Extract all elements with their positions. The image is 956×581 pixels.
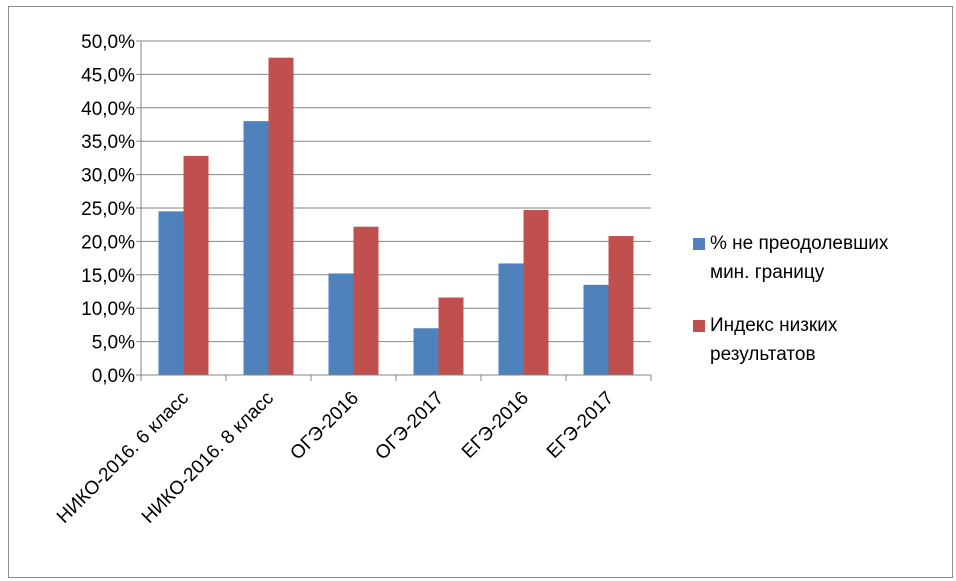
y-tick-label-9: 45,0% [81,65,135,86]
bar-series-2-cat-2 [268,57,294,375]
y-tick-label-7: 35,0% [81,132,135,153]
bars [158,57,634,375]
y-tick-label-1: 5,0% [92,333,135,354]
y-tick-label-6: 30,0% [81,166,135,187]
bar-series-1-cat-4 [413,328,439,375]
bar-series-2-cat-3 [353,226,379,375]
bar-series-1-cat-3 [328,273,354,375]
bar-series-1-cat-6 [583,284,609,375]
x-category-label-3: ОГЭ-2016 [286,388,363,465]
legend-label-series-2: Индекс низких результатов [710,311,837,369]
legend-label-series-1: % не преодолевших мин. границу [710,229,888,287]
legend-label-series-1-line-2: мин. границу [710,262,825,283]
bar-series-1-cat-5 [498,263,524,375]
y-tick-label-0: 0,0% [92,366,135,387]
y-tick-label-2: 10,0% [81,299,135,320]
legend-label-series-2-line-1: Индекс низких [710,315,838,336]
bar-series-1-cat-2 [243,121,269,375]
legend-item-series-1: % не преодолевших мин. границу [693,229,888,287]
bar-series-2-cat-6 [608,236,634,375]
y-tick-label-10: 50,0% [81,32,135,53]
y-tick-label-4: 20,0% [81,232,135,253]
bar-series-1-cat-1 [158,211,184,375]
x-category-label-5: ЕГЭ-2016 [458,388,533,463]
legend-label-series-2-line-2: результатов [710,344,816,365]
x-category-label-6: ЕГЭ-2017 [543,388,618,463]
y-tick-label-3: 15,0% [81,266,135,287]
y-tick-label-8: 40,0% [81,99,135,120]
legend-item-series-2: Индекс низких результатов [693,311,837,369]
grid-lines [141,40,651,343]
bar-series-2-cat-5 [523,210,549,375]
x-category-label-4: ОГЭ-2017 [371,388,448,465]
axes [136,40,652,381]
bar-series-2-cat-4 [438,297,464,375]
legend-swatch-series-2 [693,320,705,332]
bar-series-2-cat-1 [183,155,209,375]
y-tick-label-5: 25,0% [81,199,135,220]
legend-label-series-1-line-1: % не преодолевших [710,233,889,254]
legend-swatch-series-1 [693,238,705,250]
